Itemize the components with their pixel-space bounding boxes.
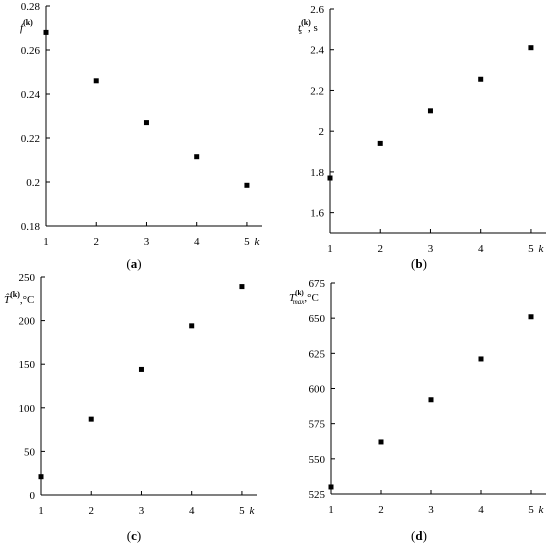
y-tick-label-d: 675 — [309, 278, 326, 290]
data-point-a — [244, 182, 250, 188]
data-point-c — [88, 416, 94, 422]
data-point-a — [43, 29, 49, 35]
data-point-d — [528, 314, 534, 320]
x-tick-label-b: 3 — [428, 243, 434, 255]
y-tick-label-d: 575 — [309, 419, 326, 431]
y-tick-label-c: 200 — [19, 316, 36, 328]
x-tick-label-a: 3 — [144, 236, 150, 248]
y-tick-label-a: 0.26 — [21, 45, 41, 57]
y-tick-label-b: 1.8 — [310, 167, 324, 179]
y-tick-label-c: 250 — [19, 272, 36, 284]
panel-d: T(k) max,°C 525 550 575 600 625 650 675 1 2 3 4 5 k (d… — [289, 278, 546, 543]
x-tick-label-c: 4 — [189, 505, 195, 517]
x-tick-label-b: 1 — [327, 243, 333, 255]
data-point-d — [428, 397, 434, 403]
x-tick-label-d: 2 — [378, 504, 384, 516]
data-point-d — [378, 439, 384, 445]
panel-a: f(k) 0.18 0.2 0.22 0.24 0.26 0.28 1 2 3 4 5 k (a) — [20, 1, 262, 271]
ylabel-b: t(k) s, s — [298, 18, 318, 36]
data-point-d — [328, 484, 334, 490]
x-tick-label-a: 4 — [194, 236, 200, 248]
y-tick-label-a: 0.2 — [26, 177, 40, 189]
x-tick-label-b: 5 — [528, 243, 534, 255]
x-tick-label-c: 2 — [88, 505, 94, 517]
y-tick-label-c: 150 — [19, 359, 36, 371]
x-tick-label-c: 5 — [239, 505, 245, 517]
data-point-a — [194, 154, 200, 160]
x-tick-label-c: 1 — [38, 505, 44, 517]
data-point-b — [377, 140, 383, 146]
y-tick-label-c: 100 — [19, 403, 36, 415]
data-point-a — [143, 120, 149, 126]
x-tick-label-a: 2 — [93, 236, 99, 248]
data-point-b — [427, 108, 433, 114]
y-tick-label-d: 625 — [309, 348, 326, 360]
panel-caption-a: (a) — [126, 256, 141, 271]
ylabel-a: f(k) — [20, 18, 33, 34]
y-tick-label-a: 0.18 — [21, 221, 41, 233]
y-tick-label-a: 0.28 — [21, 1, 41, 13]
panel-c: T̂(k),°C 0 50 100 150 200 250 1 2 3 4 5 k (c) — [4, 272, 257, 543]
data-point-b — [528, 45, 534, 51]
x-tick-label-c: 3 — [139, 505, 145, 517]
data-point-c — [38, 474, 44, 480]
x-tick-label-d: 3 — [428, 504, 434, 516]
y-tick-label-b: 2.6 — [310, 4, 324, 16]
ylabel-d: T(k) max,°C — [289, 289, 319, 306]
y-tick-label-a: 0.24 — [21, 89, 41, 101]
data-point-c — [138, 366, 144, 372]
y-tick-label-c: 0 — [30, 490, 36, 502]
data-point-a — [93, 78, 99, 84]
y-tick-label-c: 50 — [24, 446, 36, 458]
y-tick-label-b: 1.6 — [310, 208, 324, 220]
x-tick-label-d: 1 — [328, 504, 334, 516]
y-tick-label-b: 2.2 — [310, 85, 324, 97]
y-tick-label-d: 650 — [309, 313, 326, 325]
x-axis-label-c: k — [250, 505, 256, 517]
panel-b: t(k) s, s 1.6 1.8 2 2.2 2.4 2.6 1 2 3 4 5 k (b) — [298, 4, 546, 271]
x-axis-label-d: k — [539, 504, 545, 516]
x-tick-label-d: 5 — [528, 504, 534, 516]
panel-caption-d: (d) — [411, 528, 427, 543]
x-tick-label-b: 2 — [377, 243, 383, 255]
data-point-b — [478, 76, 484, 82]
ylabel-c: T̂(k),°C — [4, 290, 34, 306]
y-tick-label-d: 525 — [309, 489, 326, 501]
x-tick-label-b: 4 — [478, 243, 484, 255]
x-axis-label-b: k — [539, 243, 545, 255]
data-point-d — [478, 356, 484, 362]
x-tick-label-a: 1 — [43, 236, 49, 248]
x-tick-label-d: 4 — [478, 504, 484, 516]
data-point-c — [239, 284, 245, 290]
x-axis-label-a: k — [255, 236, 261, 248]
y-tick-label-b: 2 — [319, 126, 325, 138]
y-tick-label-d: 600 — [309, 384, 326, 396]
x-tick-label-a: 5 — [244, 236, 250, 248]
panel-caption-b: (b) — [411, 256, 427, 271]
y-tick-label-d: 550 — [309, 454, 326, 466]
data-point-c — [189, 323, 195, 329]
panel-caption-c: (c) — [127, 528, 141, 543]
y-tick-label-a: 0.22 — [21, 133, 40, 145]
data-point-b — [327, 175, 333, 181]
y-tick-label-b: 2.4 — [310, 45, 324, 57]
